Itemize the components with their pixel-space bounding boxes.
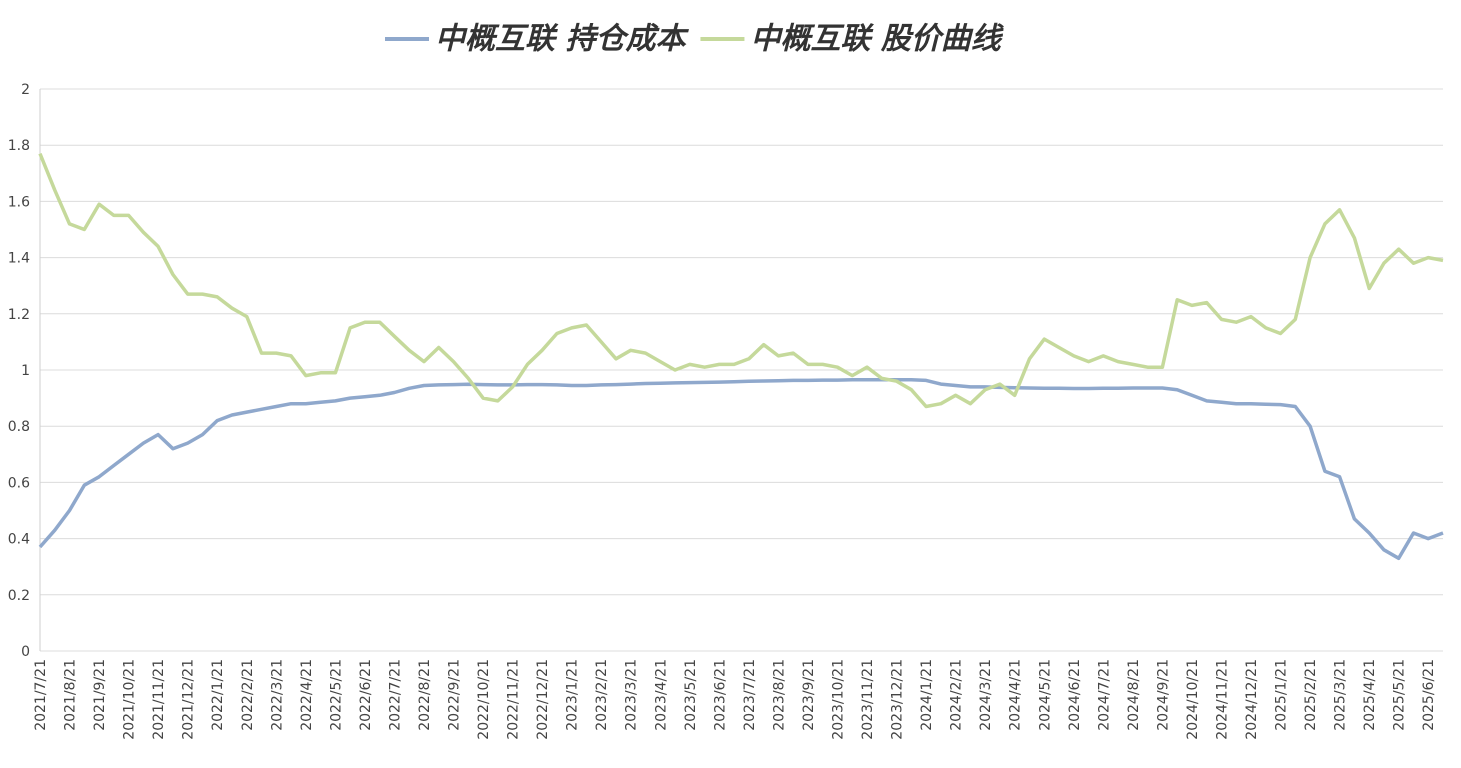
x-tick-label: 2021/9/21 <box>92 659 108 731</box>
x-tick-label: 2023/12/21 <box>890 659 906 740</box>
x-tick-label: 2025/6/21 <box>1421 659 1437 731</box>
y-tick-label: 1.2 <box>8 307 30 323</box>
y-tick-label: 0 <box>21 644 30 660</box>
x-tick-label: 2022/11/21 <box>506 659 522 740</box>
x-tick-label: 2024/5/21 <box>1037 659 1053 731</box>
x-tick-label: 2023/2/21 <box>594 659 610 731</box>
x-tick-label: 2024/8/21 <box>1126 659 1142 731</box>
x-tick-label: 2024/3/21 <box>978 659 994 731</box>
x-tick-label: 2025/4/21 <box>1362 659 1378 731</box>
x-tick-label: 2025/3/21 <box>1333 659 1349 731</box>
x-tick-label: 2023/4/21 <box>653 659 669 731</box>
y-tick-label: 1.8 <box>8 138 30 154</box>
x-tick-label: 2024/9/21 <box>1155 659 1171 731</box>
x-tick-label: 2023/11/21 <box>860 659 876 740</box>
x-tick-label: 2024/11/21 <box>1214 659 1230 740</box>
x-tick-label: 2022/12/21 <box>535 659 551 740</box>
x-tick-label: 2022/5/21 <box>328 659 344 731</box>
y-tick-label: 1 <box>21 363 30 379</box>
x-tick-label: 2022/9/21 <box>447 659 463 731</box>
x-tick-label: 2021/11/21 <box>151 659 167 740</box>
y-tick-label: 0.6 <box>8 475 30 491</box>
x-tick-label: 2024/2/21 <box>949 659 965 731</box>
legend-label: 中概互联 股价曲线 <box>750 22 1004 57</box>
legend-label: 中概互联 持仓成本 <box>435 22 689 57</box>
x-tick-label: 2021/10/21 <box>122 659 138 740</box>
x-tick-label: 2022/10/21 <box>476 659 492 740</box>
x-tick-label: 2025/5/21 <box>1392 659 1408 731</box>
x-tick-label: 2023/8/21 <box>771 659 787 731</box>
x-tick-label: 2023/10/21 <box>830 659 846 740</box>
x-tick-label: 2021/12/21 <box>181 659 197 740</box>
y-tick-label: 2 <box>21 82 30 98</box>
x-tick-label: 2025/1/21 <box>1274 659 1290 731</box>
x-tick-label: 2024/6/21 <box>1067 659 1083 731</box>
series-line <box>38 152 1444 409</box>
y-tick-label: 0.2 <box>8 588 30 604</box>
x-tick-label: 2022/2/21 <box>240 659 256 731</box>
x-tick-label: 2025/2/21 <box>1303 659 1319 731</box>
x-tick-label: 2023/1/21 <box>565 659 581 731</box>
x-tick-label: 2022/1/21 <box>210 659 226 731</box>
x-tick-label: 2022/4/21 <box>299 659 315 731</box>
x-tick-label: 2022/6/21 <box>358 659 374 731</box>
y-tick-label: 0.4 <box>8 532 30 548</box>
x-tick-label: 2023/3/21 <box>624 659 640 731</box>
series-line <box>38 378 1444 561</box>
x-tick-label: 2024/4/21 <box>1008 659 1024 731</box>
y-tick-label: 0.8 <box>8 419 30 435</box>
x-tick-label: 2021/8/21 <box>63 659 79 731</box>
x-tick-label: 2023/5/21 <box>683 659 699 731</box>
x-tick-label: 2024/7/21 <box>1096 659 1112 731</box>
legend: 中概互联 持仓成本 中概互联 股价曲线 <box>385 22 1005 57</box>
x-tick-label: 2024/1/21 <box>919 659 935 731</box>
x-tick-label: 2023/6/21 <box>712 659 728 731</box>
x-tick-label: 2021/7/21 <box>33 659 49 731</box>
x-tick-label: 2023/7/21 <box>742 659 758 731</box>
y-tick-label: 1.6 <box>8 194 30 210</box>
x-tick-label: 2022/3/21 <box>269 659 285 731</box>
x-tick-label: 2022/7/21 <box>387 659 403 731</box>
x-tick-label: 2024/10/21 <box>1185 659 1201 740</box>
x-tick-label: 2022/8/21 <box>417 659 433 731</box>
x-tick-label: 2024/12/21 <box>1244 659 1260 740</box>
y-tick-label: 1.4 <box>8 251 30 267</box>
x-tick-label: 2023/9/21 <box>801 659 817 731</box>
